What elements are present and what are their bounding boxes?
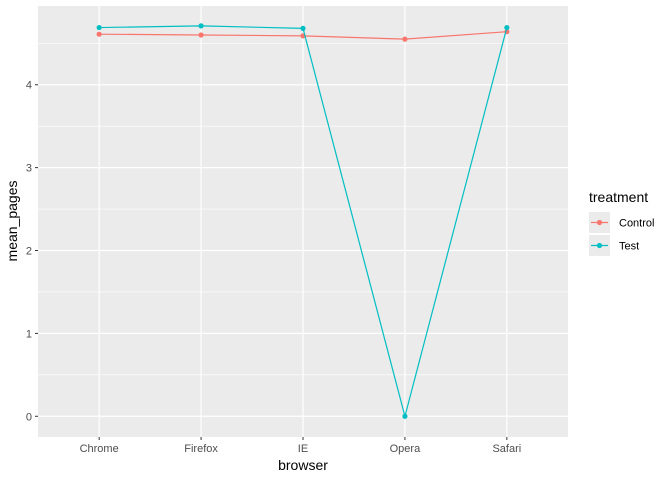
y-tick-label: 3	[26, 163, 32, 175]
legend: treatment Control Test	[589, 189, 654, 256]
y-axis: 0 1 2 3 4	[26, 80, 38, 423]
y-tick-label: 0	[26, 411, 32, 423]
data-point-control	[96, 31, 102, 37]
legend-key-point-test	[596, 242, 603, 249]
x-tick-label: Firefox	[184, 443, 218, 455]
y-axis-title: mean_pages	[4, 181, 20, 262]
data-point-control	[402, 36, 408, 42]
y-tick-label: 1	[26, 328, 32, 340]
grid-major	[38, 6, 568, 437]
legend-items: Control Test	[589, 212, 654, 256]
data-point-control	[198, 32, 204, 38]
data-point-test	[300, 25, 306, 31]
x-tick-label: Safari	[492, 443, 521, 455]
data-point-test	[96, 24, 102, 31]
x-tick-label: Chrome	[80, 443, 119, 455]
x-tick-label: Opera	[390, 443, 421, 455]
legend-title: treatment	[589, 189, 648, 205]
data-point-test	[402, 413, 408, 419]
legend-key-point-control	[596, 219, 603, 226]
data-point-test	[504, 24, 510, 31]
series-layer	[96, 23, 510, 419]
y-tick-label: 4	[26, 80, 32, 92]
legend-label-test: Test	[619, 241, 639, 253]
x-axis: Chrome Firefox IE Opera Safari	[80, 437, 521, 455]
x-axis-title: browser	[278, 457, 328, 473]
legend-label-control: Control	[619, 218, 654, 230]
data-point-test	[198, 23, 204, 29]
x-tick-label: IE	[298, 443, 308, 455]
y-tick-label: 2	[26, 246, 32, 258]
